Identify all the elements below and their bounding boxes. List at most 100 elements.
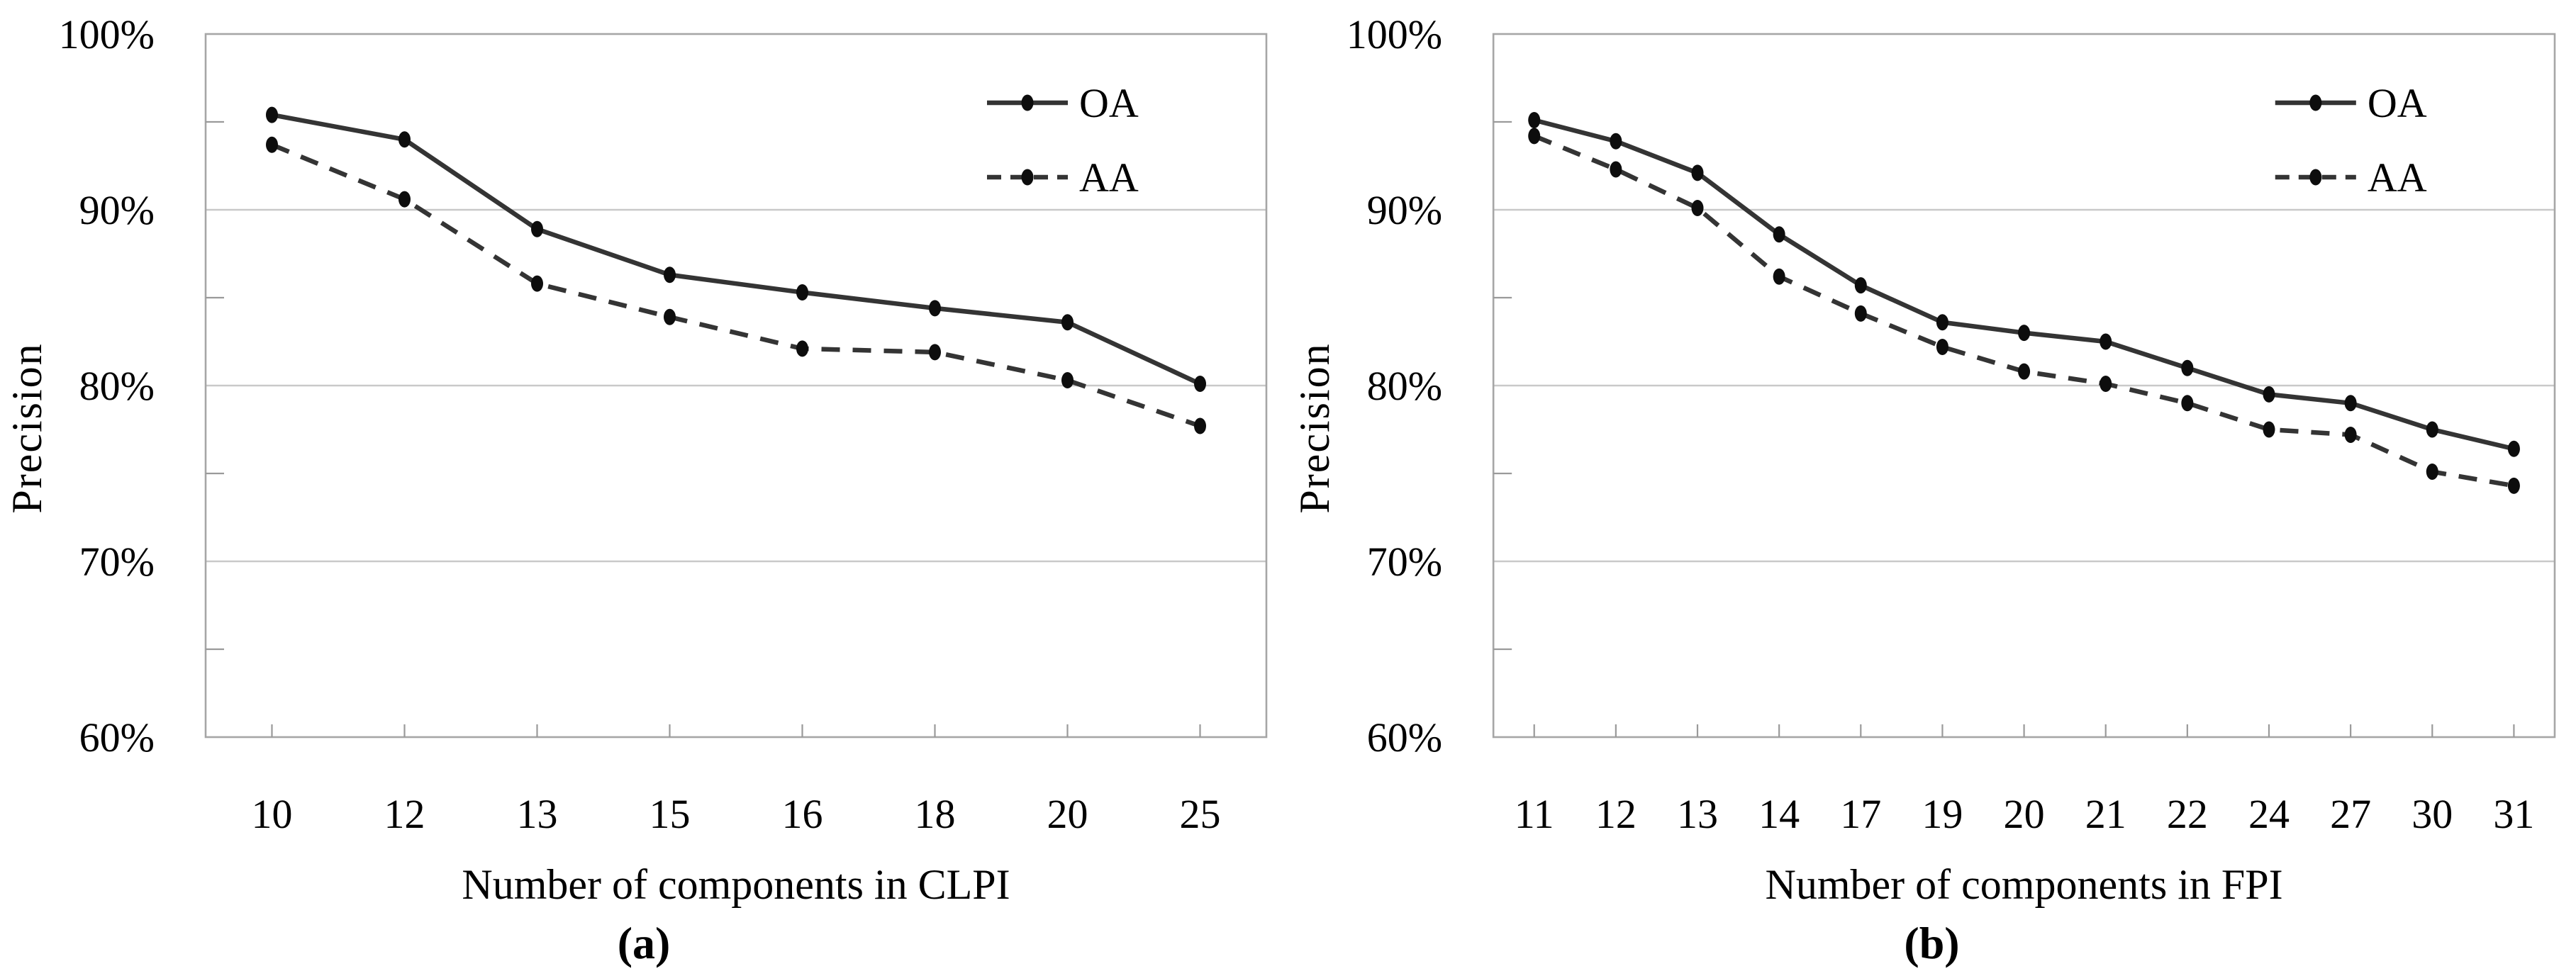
series-oa-marker (1061, 314, 1074, 331)
chart-panel-b: 100% 90% 80% 70% 60% 11 12 13 14 17 19 20 21 22 24 27 30… (1288, 0, 2576, 971)
series-oa-line (271, 112, 1201, 386)
series-oa-marker (1528, 112, 1541, 129)
x-axis-title: Number of components in FPI (1766, 861, 2283, 908)
series-oa-marker (929, 300, 941, 317)
series-oa (266, 106, 1206, 393)
series-oa-marker (1691, 164, 1704, 181)
legend-oa-label: OA (1079, 80, 1139, 126)
y-tick-label: 100% (59, 11, 155, 57)
legend: OA AA (2275, 80, 2427, 201)
series-aa-marker (1773, 268, 1785, 285)
series-aa-marker (266, 136, 278, 153)
chart-caption: (a) (618, 918, 671, 968)
line-chart-fpi: 100% 90% 80% 70% 60% 11 12 13 14 17 19 20 21 22 24 27 30… (1291, 11, 2556, 968)
series-aa-marker (2018, 363, 2031, 380)
series-aa-marker (531, 275, 543, 292)
series-aa-marker (2100, 376, 2112, 393)
x-tick-label: 16 (782, 791, 823, 837)
y-tick-labels: 100% 90% 80% 70% 60% (1346, 11, 1442, 760)
legend-aa-label: AA (2368, 155, 2427, 201)
x-tick-label: 31 (2493, 791, 2534, 837)
series-oa-marker (1610, 133, 1622, 150)
x-tick-label: 30 (2411, 791, 2453, 837)
x-tick-label: 22 (2167, 791, 2208, 837)
legend-item-aa: AA (2275, 155, 2427, 201)
series-oa-marker (2100, 333, 2112, 350)
x-tick-label: 12 (1595, 791, 1637, 837)
y-tick-label: 80% (79, 363, 155, 409)
x-tick-label: 17 (1840, 791, 1881, 837)
series-oa-marker (1194, 376, 1206, 393)
y-tick-label: 100% (1346, 11, 1442, 57)
series-oa-marker (531, 220, 543, 237)
series-aa-marker (2426, 464, 2438, 481)
x-tick-label: 20 (1047, 791, 1088, 837)
y-tick-label: 70% (1367, 539, 1442, 585)
series-aa-marker (1691, 200, 1704, 217)
series-aa-marker (398, 191, 411, 208)
series-oa (1528, 112, 2520, 457)
y-axis-title: Precision (4, 342, 50, 513)
series-aa-marker (664, 308, 676, 325)
y-tick-label: 90% (1367, 187, 1442, 233)
legend-oa-marker (2309, 94, 2322, 111)
series-aa-marker (929, 344, 941, 361)
x-tick-labels: 10 12 13 15 16 18 20 25 (252, 791, 1221, 837)
series-aa-marker (1061, 372, 1074, 389)
x-tick-label: 12 (384, 791, 425, 837)
chart-caption: (b) (1904, 918, 1959, 968)
legend-item-oa: OA (2275, 80, 2427, 126)
x-tick-label: 15 (649, 791, 691, 837)
x-tick-label: 13 (1677, 791, 1718, 837)
y-minor-ticks (206, 120, 224, 651)
gridlines (1493, 208, 2555, 563)
legend-item-aa: AA (987, 155, 1139, 201)
y-tick-label: 60% (79, 714, 155, 760)
series-aa-marker (1854, 305, 1867, 322)
legend-oa-marker (1021, 94, 1034, 111)
series-oa-marker (2344, 395, 2357, 412)
series-aa-marker (1528, 128, 1541, 145)
y-tick-label: 70% (79, 539, 155, 585)
series-aa-marker (1194, 417, 1206, 434)
y-axis-title: Precision (1291, 342, 1338, 513)
legend: OA AA (987, 80, 1139, 201)
x-tick-label: 20 (2004, 791, 2045, 837)
series-oa-marker (2507, 440, 2520, 457)
series-oa-marker (1936, 314, 1948, 331)
series-aa-marker (2507, 477, 2520, 494)
x-ticks (271, 724, 1201, 737)
x-tick-label: 25 (1180, 791, 1221, 837)
series-oa-marker (2018, 325, 2031, 342)
legend-aa-label: AA (1079, 155, 1139, 201)
x-tick-labels: 11 12 13 14 17 19 20 21 22 24 27 30 31 (1515, 791, 2535, 837)
x-tick-label: 18 (915, 791, 956, 837)
legend-aa-marker (1021, 169, 1034, 186)
chart-panel-a: 100% 90% 80% 70% 60% 10 12 13 15 16 18 20 25 Number o… (4, 11, 1268, 968)
legend-item-oa: OA (987, 80, 1139, 126)
x-tick-label: 19 (1922, 791, 1963, 837)
series-aa (1528, 128, 2520, 494)
y-tick-label: 80% (1367, 363, 1442, 409)
y-minor-ticks (1493, 120, 1512, 651)
x-tick-label: 10 (252, 791, 293, 837)
line-chart-clpi: 100% 90% 80% 70% 60% 10 12 13 15 16 18 20 25 Number o… (4, 11, 1268, 968)
series-oa-marker (2426, 421, 2438, 438)
series-oa-marker (266, 106, 278, 123)
series-aa-marker (1610, 161, 1622, 178)
series-aa-marker (2263, 421, 2275, 438)
x-ticks (1533, 724, 2515, 737)
series-oa-marker (1854, 277, 1867, 294)
gridlines (206, 208, 1266, 563)
series-aa-marker (2181, 395, 2194, 412)
y-tick-label: 60% (1367, 714, 1442, 760)
series-oa-marker (664, 266, 676, 284)
x-tick-label: 14 (1758, 791, 1800, 837)
series-aa-marker (2344, 426, 2357, 443)
series-aa-line (271, 142, 1201, 429)
y-tick-labels: 100% 90% 80% 70% 60% (59, 11, 155, 760)
series-oa-marker (398, 131, 411, 148)
series-oa-marker (2181, 359, 2194, 376)
series-aa-marker (1936, 338, 1948, 355)
x-tick-label: 27 (2330, 791, 2371, 837)
